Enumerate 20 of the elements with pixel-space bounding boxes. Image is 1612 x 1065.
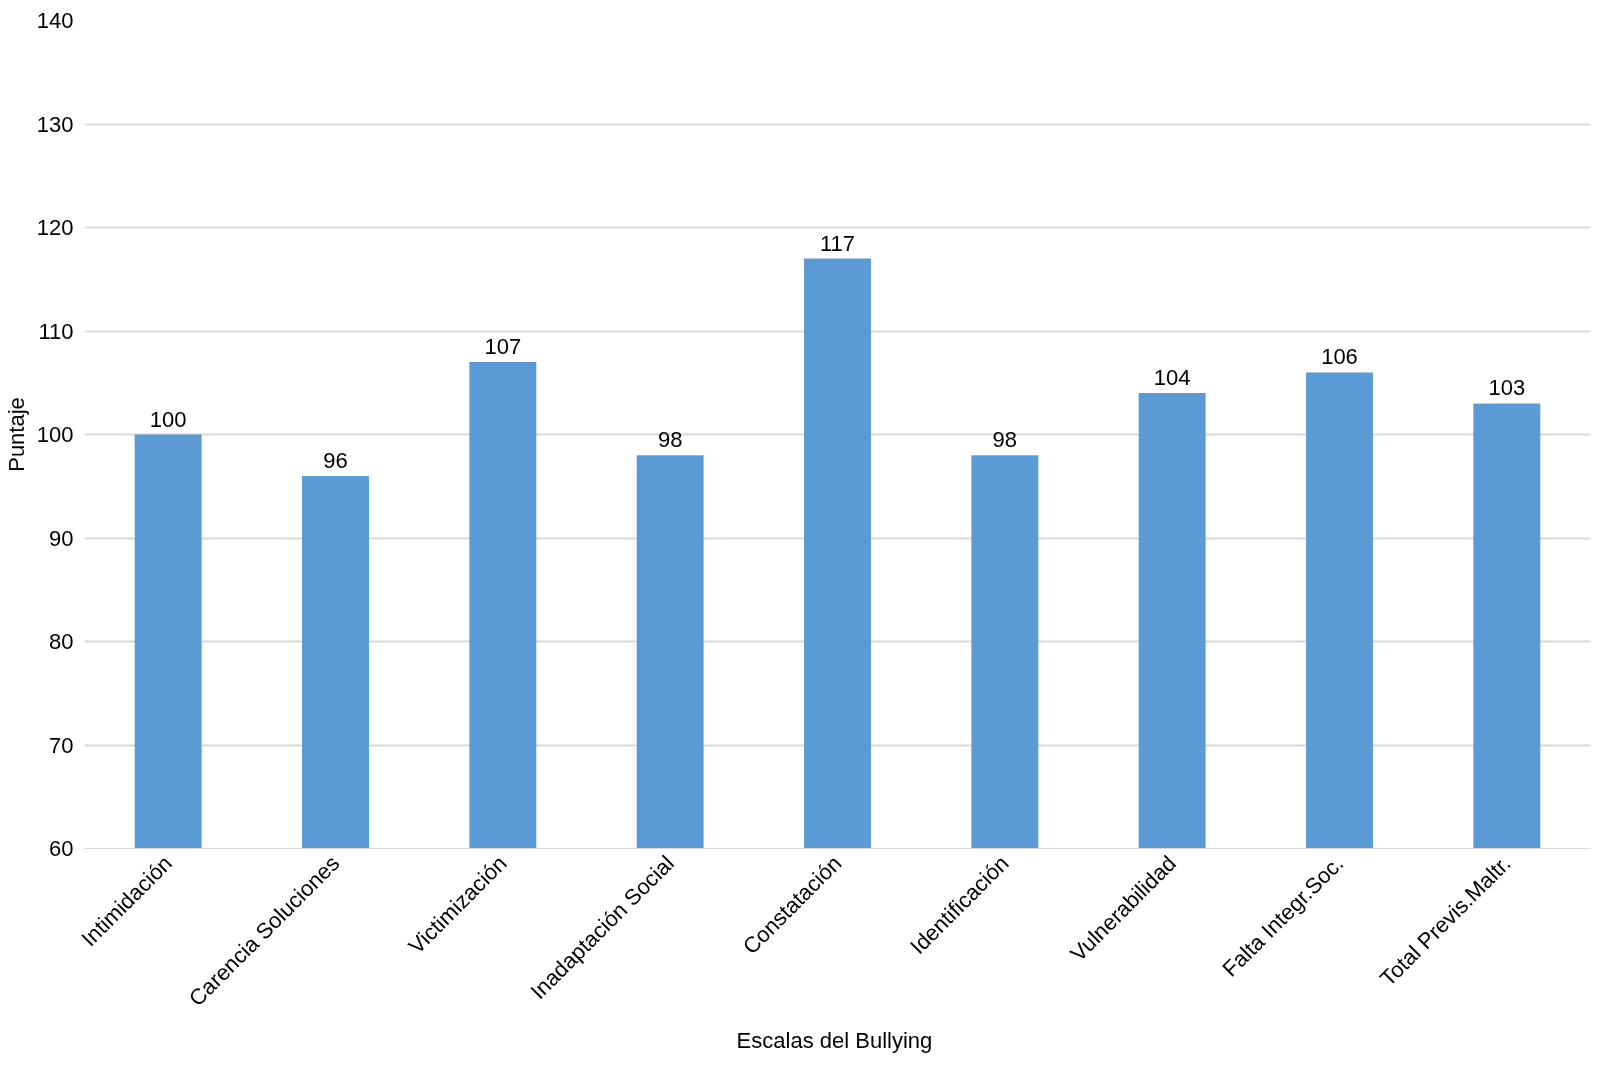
x-axis-title: Escalas del Bullying xyxy=(736,1027,933,1053)
data-label: 117 xyxy=(819,230,856,256)
data-label: 98 xyxy=(992,427,1018,453)
y-tick-label: 100 xyxy=(36,422,74,447)
y-tick-label: 90 xyxy=(49,525,74,551)
data-label: 100 xyxy=(149,406,187,432)
data-label: 104 xyxy=(1153,365,1191,391)
y-tick-label: 80 xyxy=(49,629,74,654)
y-tick-label: 60 xyxy=(49,836,74,861)
data-label: 107 xyxy=(484,334,522,360)
data-label: 106 xyxy=(1321,344,1358,370)
data-label: 98 xyxy=(657,427,683,453)
y-tick-label: 70 xyxy=(49,732,74,758)
data-label: 103 xyxy=(1488,375,1526,401)
y-tick-label: 110 xyxy=(38,318,74,344)
y-tick-label: 120 xyxy=(36,215,74,240)
data-label: 96 xyxy=(323,447,348,473)
y-axis-title: Puntaje xyxy=(3,397,29,472)
y-tick-label: 140 xyxy=(36,8,74,33)
y-tick-label: 130 xyxy=(36,111,74,137)
